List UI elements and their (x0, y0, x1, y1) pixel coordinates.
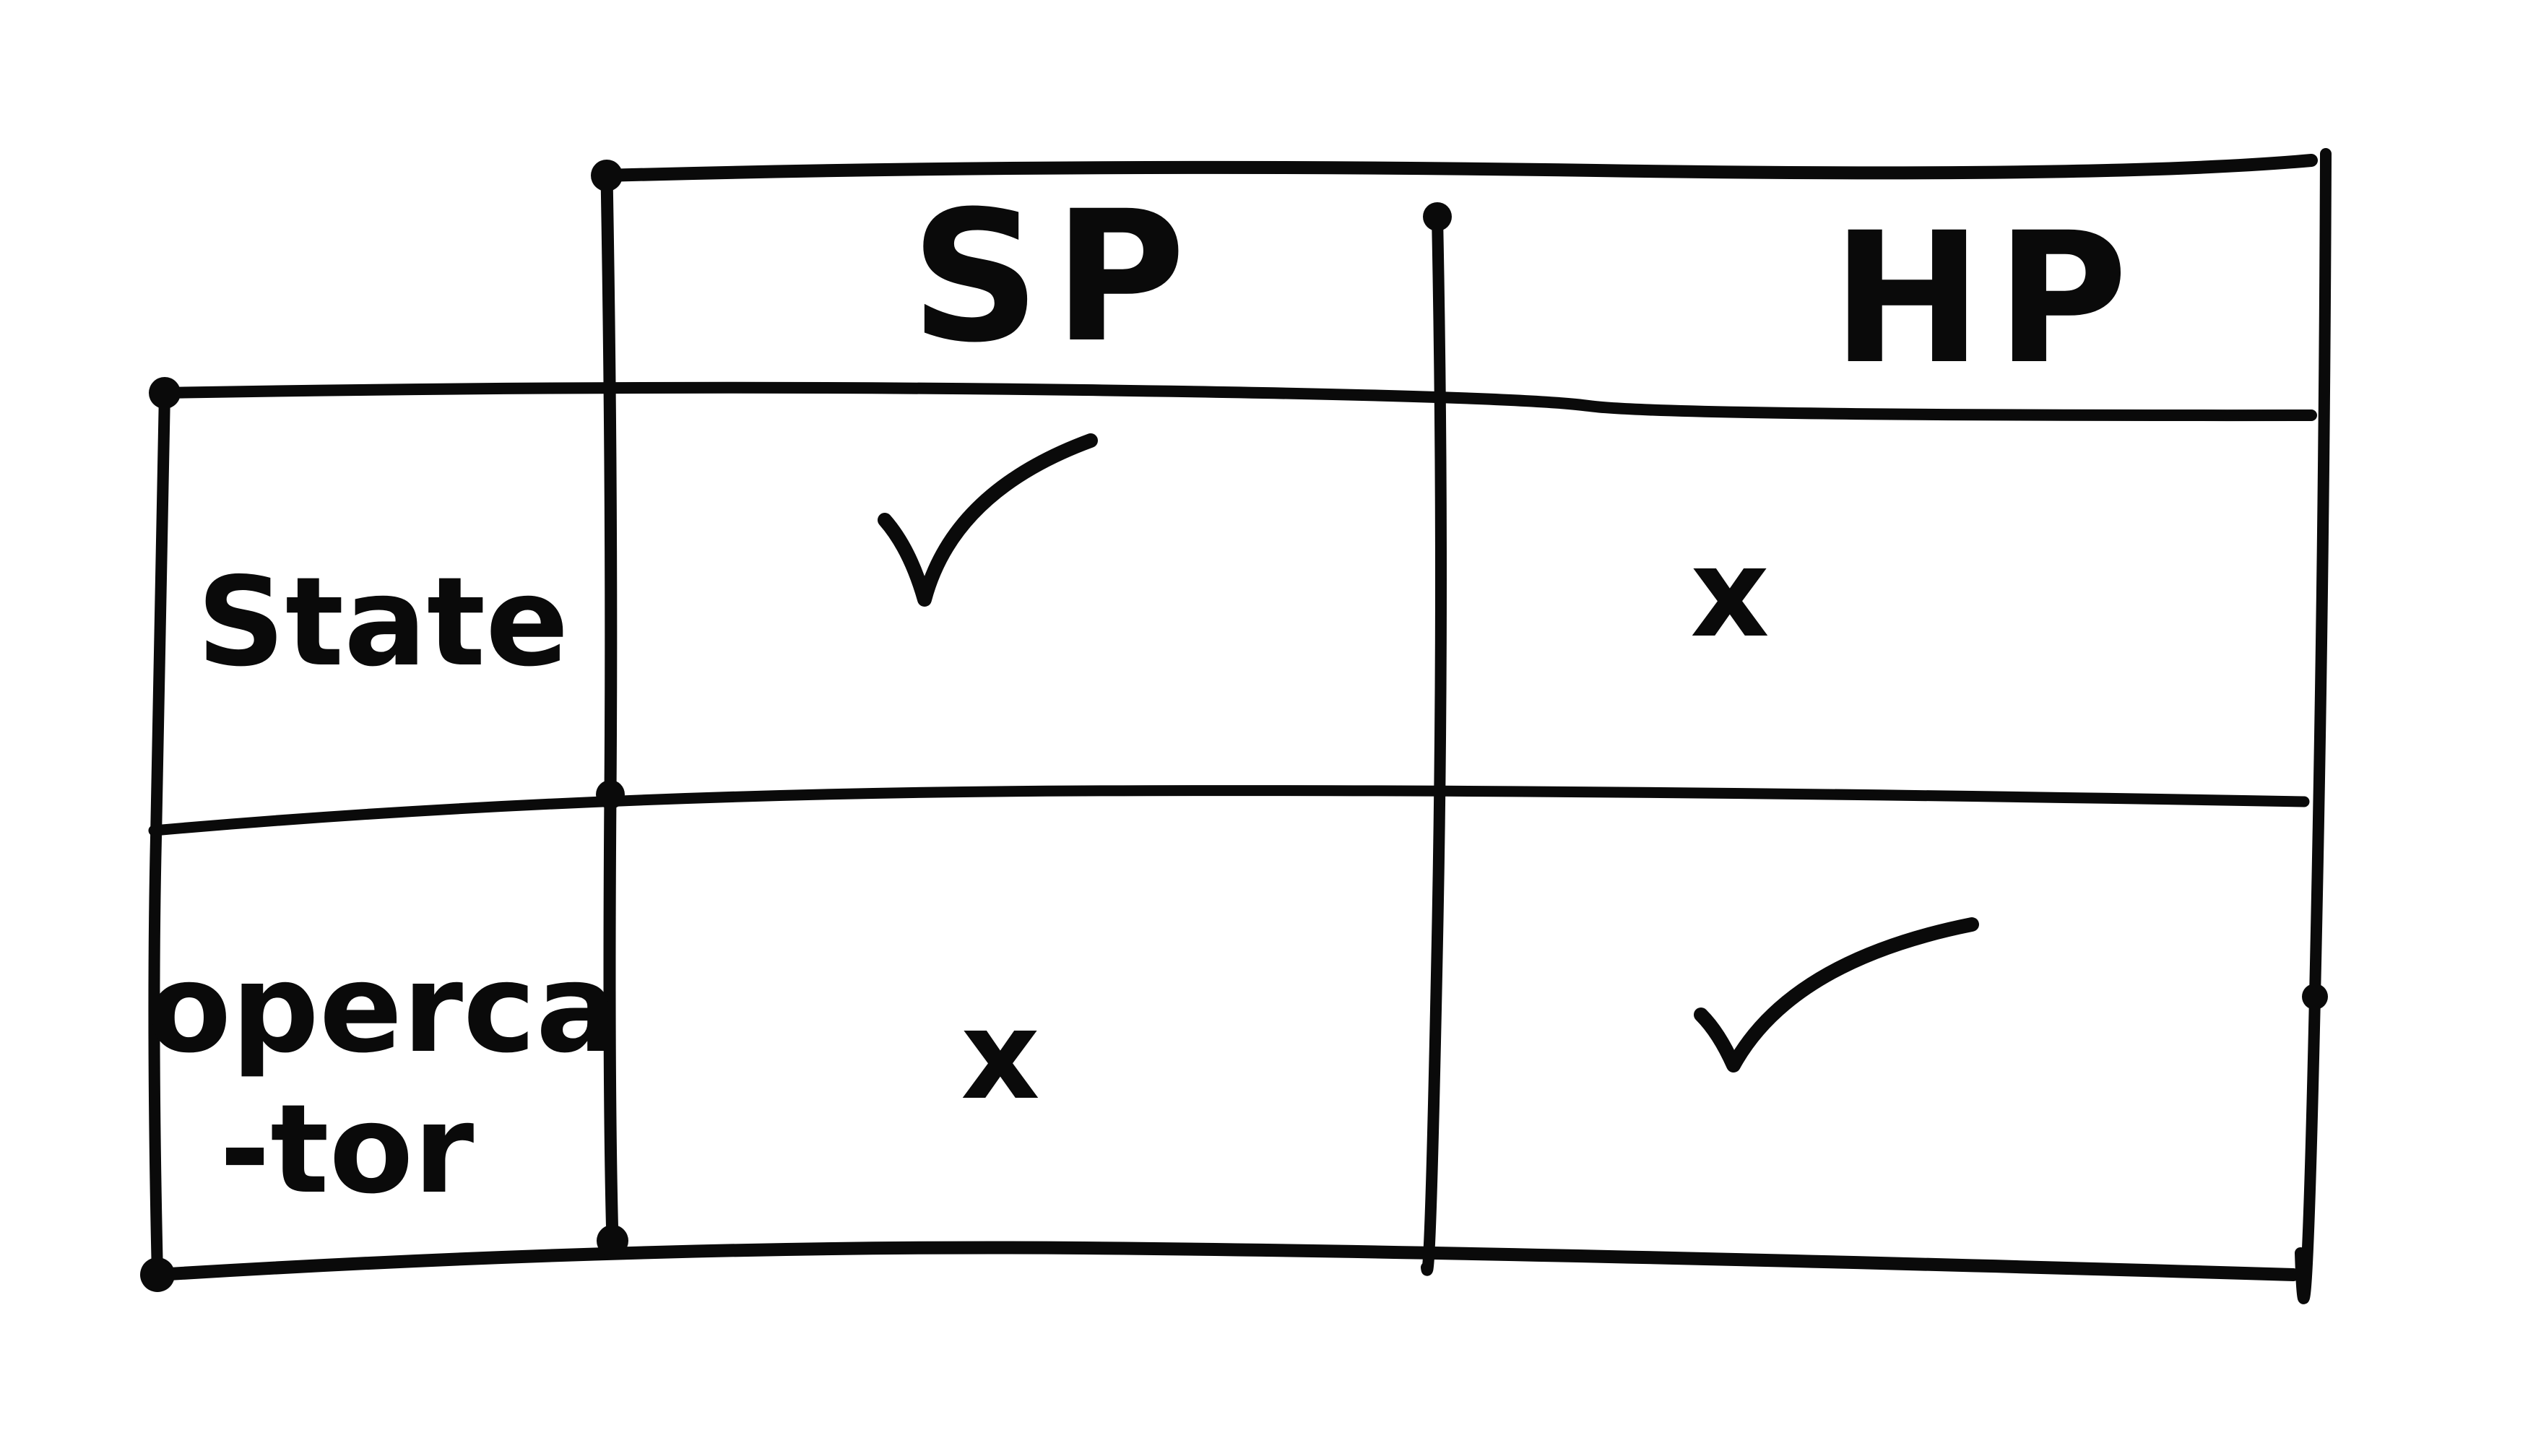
column-header-sp: SP (910, 172, 1198, 382)
corner-dot (591, 160, 623, 191)
row-label-state: State (197, 551, 569, 694)
column-header-hp: HP (1832, 194, 2141, 404)
row-label-operator-line1: operca (147, 937, 618, 1080)
table-right-line (2295, 148, 2332, 1304)
table-bottom-line (151, 1241, 2300, 1281)
row-label-operator-line2: -tor (220, 1078, 475, 1221)
check-mark-icon: ✓ (1694, 917, 1979, 1072)
cross-mark-icon: x (1690, 522, 1770, 665)
corner-dot (2302, 984, 2328, 1010)
row-divider-line (148, 785, 2310, 836)
corner-dot (596, 780, 625, 809)
data-left-line (600, 169, 619, 1247)
table-grid (140, 148, 2332, 1304)
column-divider-line (1421, 211, 1447, 1276)
corner-dot (149, 377, 181, 409)
corner-dot (597, 1225, 628, 1257)
table-left-line (148, 387, 170, 1280)
header-top-line (600, 154, 2318, 182)
cross-mark-icon: x (961, 984, 1040, 1127)
corner-dot (1423, 202, 1452, 231)
header-bottom-line (159, 381, 2317, 422)
corner-dot (140, 1257, 175, 1292)
check-mark-icon: ✓ (878, 433, 1098, 607)
